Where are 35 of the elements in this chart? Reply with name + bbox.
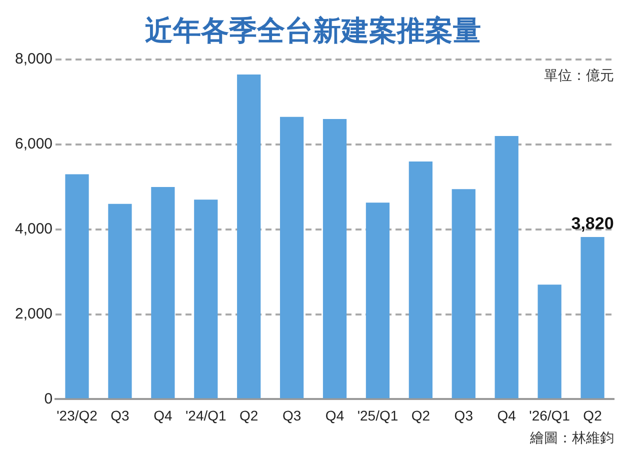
x-tick-label: '26/Q1 (529, 407, 570, 424)
x-tick-label: Q3 (454, 407, 474, 424)
x-tick-label: '25/Q1 (357, 407, 398, 424)
text: 繪圖：林維鈞 (529, 430, 614, 447)
bar (366, 202, 390, 398)
x-tick-label: Q2 (411, 407, 430, 424)
bar (151, 186, 175, 398)
data-label: 3,820 (571, 214, 614, 234)
x-tick-label: '23/Q2 (56, 407, 98, 424)
x-tick-label: Q3 (282, 407, 302, 424)
x-tick-label: Q2 (240, 407, 258, 424)
bar (108, 204, 132, 398)
bar (322, 119, 347, 398)
y-tick-label: 6,000 (14, 136, 53, 153)
y-tick-label: 8,000 (14, 50, 53, 68)
chart-title: 近年各季全台新建案推案量 (145, 14, 481, 48)
x-tick-label: Q4 (154, 407, 172, 424)
bar (237, 74, 261, 398)
bar (580, 237, 604, 398)
annotation: 單位：億元 (544, 68, 614, 84)
bar (408, 161, 432, 398)
y-tick-label: 2,000 (14, 305, 53, 322)
bar (65, 174, 89, 398)
x-tick-label: Q2 (583, 407, 602, 424)
x-tick-label: Q4 (497, 407, 516, 424)
x-tick-label: '24/Q1 (185, 407, 227, 424)
bar (452, 189, 476, 398)
x-tick-label: Q3 (110, 407, 130, 424)
y-tick-label: 0 (44, 390, 53, 408)
x-tick-label: Q4 (325, 407, 344, 424)
y-tick-label: 4,000 (14, 220, 53, 238)
bar (194, 200, 218, 398)
bar (538, 284, 562, 398)
bar (494, 136, 518, 398)
bar (280, 116, 304, 398)
